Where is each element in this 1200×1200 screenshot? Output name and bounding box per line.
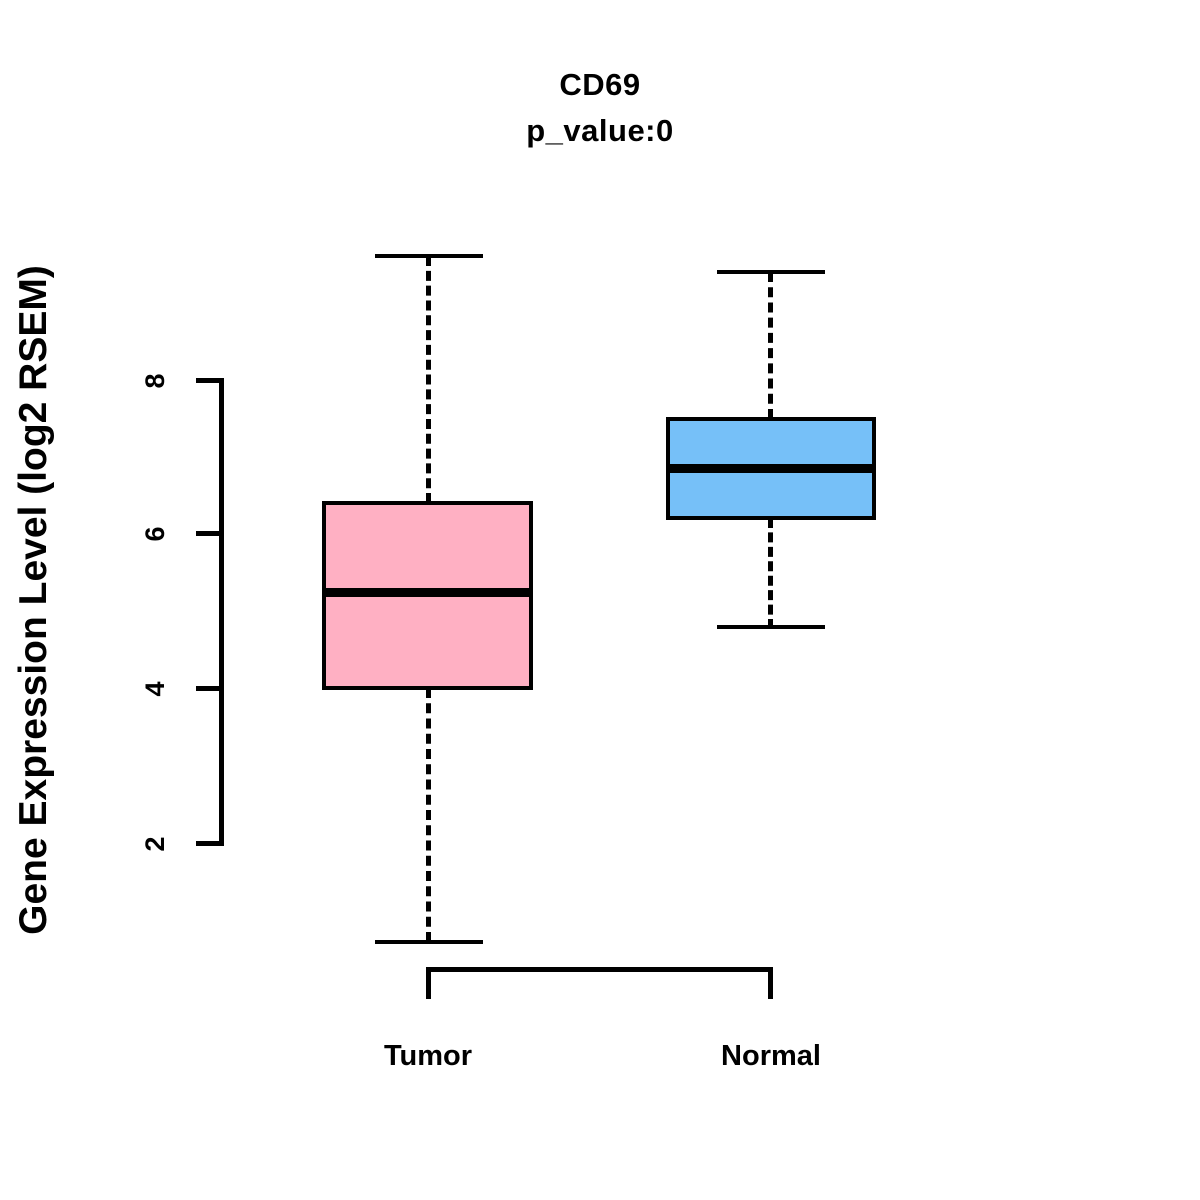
y-axis-title-wrapper: Gene Expression Level (log2 RSEM): [4, 0, 64, 1200]
x-axis-spine: [426, 967, 773, 972]
normal-median-line: [666, 464, 876, 473]
y-axis-label-4: 4: [140, 681, 170, 697]
y-axis-title: Gene Expression Level (log2 RSEM): [12, 265, 55, 935]
tumor-whisker-lower-cap: [375, 940, 483, 944]
y-axis-label-2: 2: [140, 836, 170, 852]
tumor-median-line: [322, 588, 533, 597]
chart-title-block: CD69 p_value:0: [0, 62, 1200, 154]
x-axis-tick-tumor: [426, 967, 431, 999]
chart-title: CD69: [559, 67, 641, 102]
x-axis-label-tumor: Tumor: [383, 1040, 473, 1072]
normal-whisker-upper-cap: [717, 270, 825, 274]
x-axis-label-normal: Normal: [721, 1040, 821, 1072]
tumor-whisker-lower-line: [426, 688, 431, 942]
y-axis-tick-6: [196, 531, 224, 536]
x-axis-tick-normal: [768, 967, 773, 999]
y-axis-label-8: 8: [140, 373, 170, 389]
normal-whisker-upper-line: [768, 272, 773, 419]
y-axis-tick-4: [196, 686, 224, 691]
chart-subtitle-pvalue: p_value:0: [526, 113, 674, 148]
tumor-whisker-upper-cap: [375, 254, 483, 258]
y-axis-tick-2: [196, 841, 224, 846]
tumor-whisker-upper-line: [426, 256, 431, 503]
y-axis-tick-8: [196, 378, 224, 383]
y-axis-spine: [219, 378, 224, 846]
normal-whisker-lower-line: [768, 518, 773, 629]
normal-whisker-lower-cap: [717, 625, 825, 629]
y-axis-label-6: 6: [140, 526, 170, 542]
